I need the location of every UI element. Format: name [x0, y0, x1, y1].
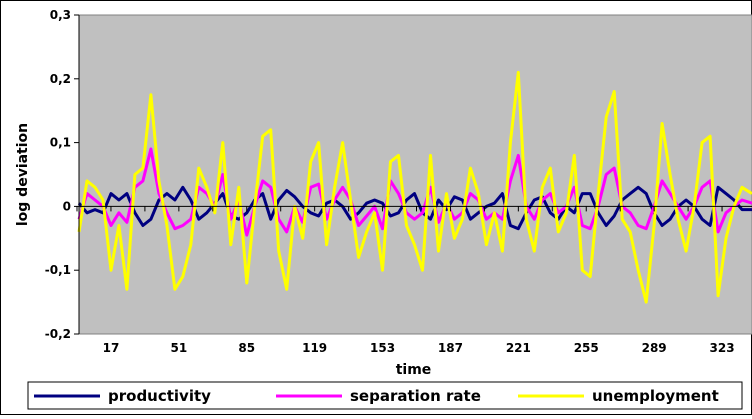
- x-tick-label: 17: [103, 341, 120, 355]
- axes-layer: -0,2 -0,1 0 0,1 0,2 0,3 17 51 85 119 153 187 221 255 2…: [45, 8, 752, 355]
- legend-label: unemployment: [592, 387, 719, 405]
- y-tick-label: 0: [63, 199, 71, 213]
- x-tick-label: 187: [438, 341, 463, 355]
- x-tick-label: 85: [238, 341, 255, 355]
- legend: productivity separation rate unemployment: [27, 381, 743, 410]
- x-axis-title: time: [396, 362, 432, 378]
- legend-box: [27, 381, 743, 410]
- x-tick-label: 51: [171, 341, 188, 355]
- series-line-productivity: [77, 185, 752, 231]
- legend-label: separation rate: [350, 387, 481, 405]
- x-tick-label: 323: [710, 341, 735, 355]
- series-line-unemployment: [77, 70, 752, 304]
- x-tick-label: 289: [642, 341, 667, 355]
- y-axis-title: log deviation: [15, 123, 31, 226]
- plot-area: [78, 14, 752, 335]
- x-tick-label: 221: [506, 341, 531, 355]
- series-layer: [77, 70, 752, 304]
- y-tick-label: -0,2: [45, 327, 71, 341]
- y-tick-label: 0,3: [50, 8, 71, 22]
- y-tick-label: -0,1: [45, 263, 71, 277]
- y-tick-label: 0,1: [50, 136, 71, 150]
- x-tick-label: 119: [302, 341, 327, 355]
- y-tick-label: 0,2: [50, 72, 71, 86]
- series-line-separation-rate: [77, 147, 752, 237]
- x-tick-label: 153: [370, 341, 395, 355]
- x-tick-label: 255: [574, 341, 599, 355]
- legend-label: productivity: [108, 387, 211, 405]
